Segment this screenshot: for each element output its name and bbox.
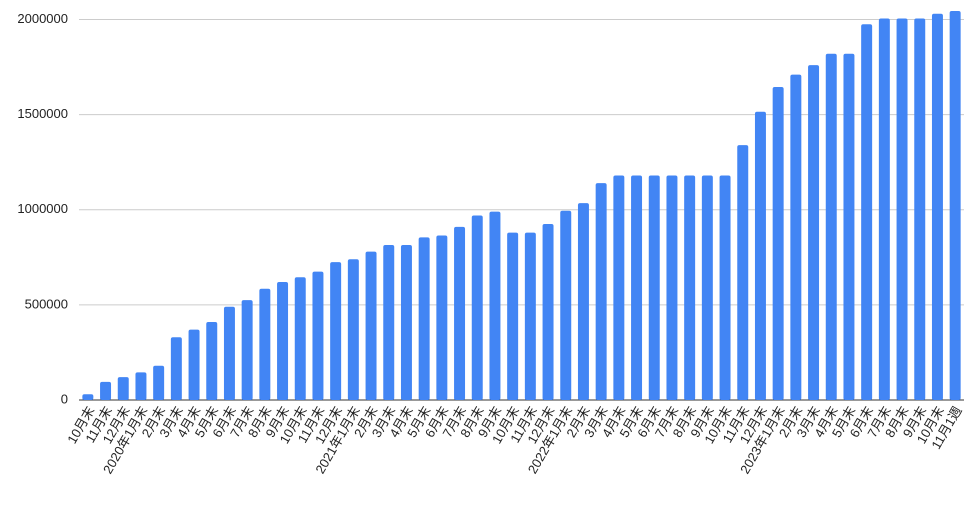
bar (825, 53, 837, 400)
bar (454, 226, 466, 400)
bar (843, 53, 855, 400)
bar (241, 300, 253, 400)
bar (684, 175, 696, 400)
bar (223, 306, 235, 400)
bar (719, 175, 731, 400)
bar (294, 277, 306, 400)
bar (595, 183, 607, 400)
bar (542, 224, 554, 400)
bar (471, 215, 483, 400)
bar (790, 74, 802, 401)
bar (878, 18, 890, 401)
bar (365, 251, 377, 400)
bar (896, 18, 908, 401)
bar (931, 13, 943, 401)
bar (772, 87, 784, 401)
y-tick-label: 0 (61, 391, 68, 406)
bar (524, 232, 536, 400)
bar (82, 394, 94, 400)
y-tick-label: 1000000 (17, 201, 68, 216)
y-tick-label: 1500000 (17, 106, 68, 121)
bar (666, 175, 678, 400)
bar (560, 210, 572, 400)
bar (170, 337, 182, 400)
bar (949, 10, 961, 400)
bar (153, 365, 165, 400)
bar (613, 175, 625, 400)
y-tick-label: 2000000 (17, 11, 68, 26)
bar (312, 271, 324, 400)
bar (117, 377, 129, 400)
bar (259, 288, 271, 400)
bar (631, 175, 643, 400)
bar (100, 381, 112, 400)
bar (489, 211, 501, 400)
bar (861, 24, 873, 401)
bar (277, 282, 289, 400)
bar (418, 237, 430, 400)
bar (914, 18, 926, 401)
bar (206, 322, 218, 400)
bar (701, 175, 713, 400)
bar (737, 145, 749, 400)
bar (400, 244, 412, 400)
bar (383, 244, 395, 400)
bar (507, 232, 519, 400)
bar (347, 259, 359, 400)
y-tick-label: 500000 (25, 296, 68, 311)
bar (577, 203, 589, 400)
bar (330, 262, 342, 400)
bar (135, 372, 147, 400)
bar (648, 175, 660, 400)
bar (754, 111, 766, 400)
bar (808, 65, 820, 401)
bar (188, 329, 200, 400)
bar (436, 235, 448, 400)
